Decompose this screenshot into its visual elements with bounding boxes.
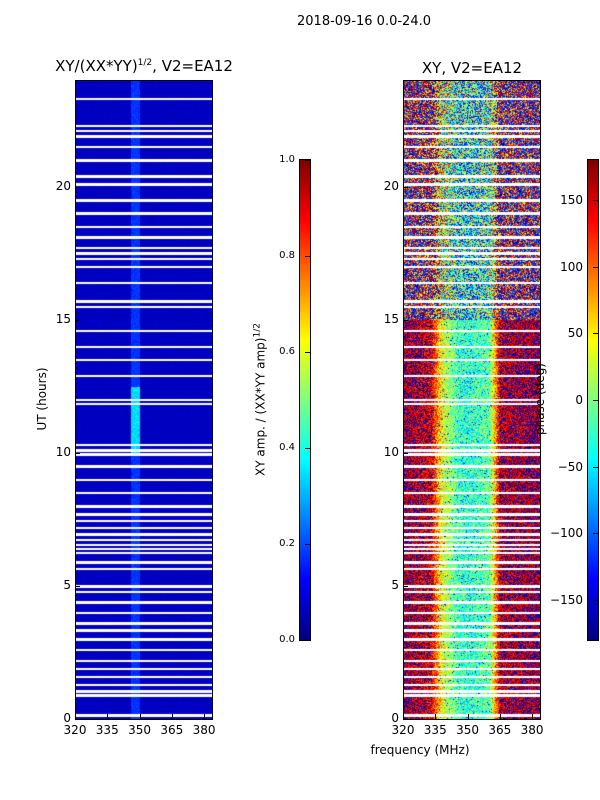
y-tick-label: 15 <box>55 311 71 326</box>
x-tick-label: 350 <box>456 723 479 737</box>
colorbar-tick-label: 1.0 <box>279 154 295 165</box>
colorbar-tick-label: 0 <box>575 393 583 407</box>
x-tick-label: 365 <box>160 723 184 737</box>
colorbar-tick-mark <box>305 544 310 545</box>
y-tick-mark <box>403 186 408 188</box>
x-tick-mark <box>204 714 206 719</box>
colorbar-tick-label: 0.8 <box>279 250 295 261</box>
y-tick-label: 10 <box>383 444 399 459</box>
y-tick-label: 20 <box>55 178 71 193</box>
colorbar-tick-label: 0.2 <box>279 538 295 549</box>
colorbar-tick-label: 50 <box>567 326 583 341</box>
x-tick-mark <box>467 714 469 719</box>
x-tick-label: 320 <box>63 723 87 737</box>
x-tick-label: 350 <box>128 723 151 737</box>
colorbar-tick-mark <box>305 256 310 257</box>
y-tick-label: 0 <box>63 711 71 725</box>
cb-label-sup: 1/2 <box>252 323 263 338</box>
y-tick-mark <box>75 719 80 720</box>
y-tick-mark <box>75 452 80 454</box>
x-tick-mark <box>403 714 404 719</box>
colorbar-tick-label: 0.0 <box>279 634 295 645</box>
y-tick-label: 20 <box>383 178 399 193</box>
x-tick-mark <box>75 714 76 719</box>
x-tick-mark <box>532 714 534 719</box>
colorbar-tick-mark <box>305 352 310 353</box>
colorbar-tick-mark <box>593 200 598 201</box>
colorbar-tick-mark <box>593 266 598 268</box>
x-tick-mark <box>499 714 501 719</box>
left-title-sup: 1/2 <box>137 58 153 68</box>
left-title-tail: , V2=EA12 <box>152 57 233 75</box>
colorbar-tick-mark <box>593 466 598 468</box>
x-tick-label: 380 <box>192 723 216 737</box>
left-ylabel: UT (hours) <box>35 367 49 431</box>
colorbar-tick-label: 150 <box>560 193 583 207</box>
x-tick-label: 335 <box>95 723 119 737</box>
y-tick-label: 10 <box>55 444 71 459</box>
phase-heatmap <box>403 80 540 719</box>
colorbar-tick-label: −100 <box>550 526 583 541</box>
y-tick-mark <box>403 719 408 720</box>
y-tick-label: 0 <box>391 711 399 725</box>
colorbar-tick-label: −150 <box>550 593 583 607</box>
x-tick-label: 320 <box>391 723 415 737</box>
right-plot-title: XY, V2=EA12 <box>421 59 523 77</box>
amplitude-colorbar <box>300 160 310 640</box>
y-tick-mark <box>75 186 80 188</box>
figure-suptitle: 2018-09-16 0.0-24.0 <box>297 14 431 29</box>
left-title-main: XY/(XX*YY) <box>55 57 138 75</box>
colorbar-tick-mark <box>305 448 310 449</box>
y-tick-mark <box>75 319 80 321</box>
y-tick-label: 5 <box>391 577 399 592</box>
y-tick-mark <box>403 452 408 454</box>
colorbar-tick-mark <box>593 333 598 335</box>
y-tick-mark <box>403 319 408 321</box>
colorbar-tick-mark <box>593 533 598 535</box>
colorbar-tick-label: −50 <box>557 459 583 474</box>
x-tick-label: 335 <box>423 723 447 737</box>
x-tick-mark <box>435 714 437 719</box>
colorbar-tick-label: 0.6 <box>279 346 295 357</box>
colorbar-tick-label: 100 <box>560 259 583 274</box>
left-plot-title: XY/(XX*YY)1/2, V2=EA12 <box>30 57 258 75</box>
colorbar-tick-mark <box>305 640 310 641</box>
colorbar-tick-mark <box>593 600 598 601</box>
shared-xlabel: frequency (MHz) <box>370 743 470 757</box>
x-tick-label: 380 <box>520 723 544 737</box>
amplitude-colorbar-label: XY amp. / (XX*YY amp)1/2 <box>253 310 268 490</box>
y-tick-label: 5 <box>63 577 71 592</box>
y-tick-mark <box>403 585 408 587</box>
x-tick-mark <box>171 714 173 719</box>
x-tick-label: 365 <box>488 723 512 737</box>
amplitude-heatmap <box>75 80 212 719</box>
colorbar-tick-mark <box>305 160 310 161</box>
x-tick-mark <box>139 714 141 719</box>
y-tick-mark <box>75 585 80 587</box>
x-tick-mark <box>107 714 109 719</box>
colorbar-tick-label: 0.4 <box>279 442 295 453</box>
colorbar-tick-mark <box>593 400 598 401</box>
y-tick-label: 15 <box>383 311 399 326</box>
phase-colorbar-label: phase (deg) <box>533 363 547 436</box>
cb-label-main: XY amp. / (XX*YY amp) <box>253 337 268 476</box>
